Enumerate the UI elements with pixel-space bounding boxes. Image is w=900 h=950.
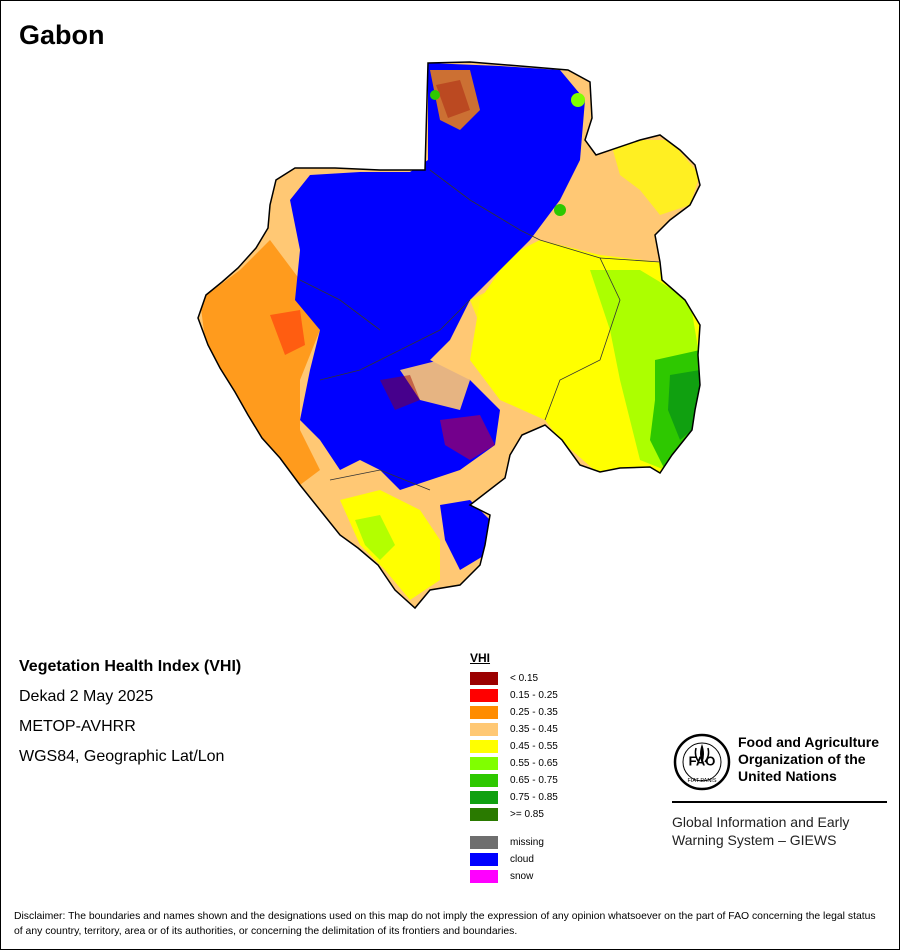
legend-item: 0.35 - 0.45 <box>470 723 610 737</box>
legend-label: 0.15 - 0.25 <box>510 690 558 701</box>
legend-swatch <box>470 853 498 866</box>
map-title: Gabon <box>19 20 105 50</box>
legend-label: cloud <box>510 854 534 865</box>
legend-swatch <box>470 836 498 849</box>
legend-label: >= 0.85 <box>510 809 544 820</box>
legend-item: 0.55 - 0.65 <box>470 757 610 771</box>
legend-item: 0.65 - 0.75 <box>470 774 610 788</box>
sensor-label: METOP-AVHRR <box>19 718 136 735</box>
province-borders <box>299 169 661 491</box>
fao-logo-motto: FIAT PANIS <box>687 778 716 784</box>
vhi-map <box>197 61 701 610</box>
legend-item: snow <box>470 870 610 884</box>
legend-swatch <box>470 723 498 736</box>
legend-item: missing <box>470 836 610 850</box>
legend-swatch <box>470 757 498 770</box>
legend-swatch <box>470 672 498 685</box>
legend-label: < 0.15 <box>510 673 539 684</box>
legend-item: 0.25 - 0.35 <box>470 706 610 720</box>
map-info: Vegetation Health Index (VHI) Dekad 2 Ma… <box>19 656 241 776</box>
disclaimer: Disclaimer: The boundaries and names sho… <box>14 911 876 937</box>
vhi-raster <box>198 62 700 608</box>
legend-swatch <box>470 706 498 719</box>
legend-swatch <box>470 808 498 821</box>
period-label: Dekad 2 May 2025 <box>19 688 154 705</box>
legend-swatch <box>470 791 498 804</box>
fao-logo-text: FAO <box>689 753 716 768</box>
legend-swatch <box>470 740 498 753</box>
legend-item: < 0.15 <box>470 672 610 686</box>
legend-label: 0.25 - 0.35 <box>510 707 558 718</box>
giews-name: Global Information and Early Warning Sys… <box>672 814 850 848</box>
index-name: Vegetation Health Index (VHI) <box>19 658 242 675</box>
legend-item: 0.75 - 0.85 <box>470 791 610 805</box>
legend-swatch <box>470 870 498 883</box>
country-border <box>197 61 701 610</box>
legend-label: 0.35 - 0.45 <box>510 724 558 735</box>
legend-item: >= 0.85 <box>470 808 610 822</box>
projection-label: WGS84, Geographic Lat/Lon <box>19 748 225 765</box>
legend-item: 0.45 - 0.55 <box>470 740 610 754</box>
legend-label: missing <box>510 837 544 848</box>
fao-logo-icon: FAO FIAT PANIS <box>673 733 731 791</box>
legend-item: 0.15 - 0.25 <box>470 689 610 703</box>
fao-org-name: Food and Agriculture Organization of the… <box>738 734 880 784</box>
legend-label: 0.75 - 0.85 <box>510 792 558 803</box>
legend-label: snow <box>510 871 534 882</box>
legend-swatch <box>470 689 498 702</box>
vhi-legend: VHI < 0.15 0.15 - 0.25 0.25 - 0.35 0.35 - 0… <box>470 651 558 883</box>
legend-label: 0.65 - 0.75 <box>510 775 558 786</box>
legend-swatch <box>470 774 498 787</box>
fao-divider <box>672 801 887 803</box>
legend-title: VHI <box>470 651 491 665</box>
legend-label: 0.55 - 0.65 <box>510 758 558 769</box>
legend-label: 0.45 - 0.55 <box>510 741 558 752</box>
legend-item: cloud <box>470 853 610 867</box>
